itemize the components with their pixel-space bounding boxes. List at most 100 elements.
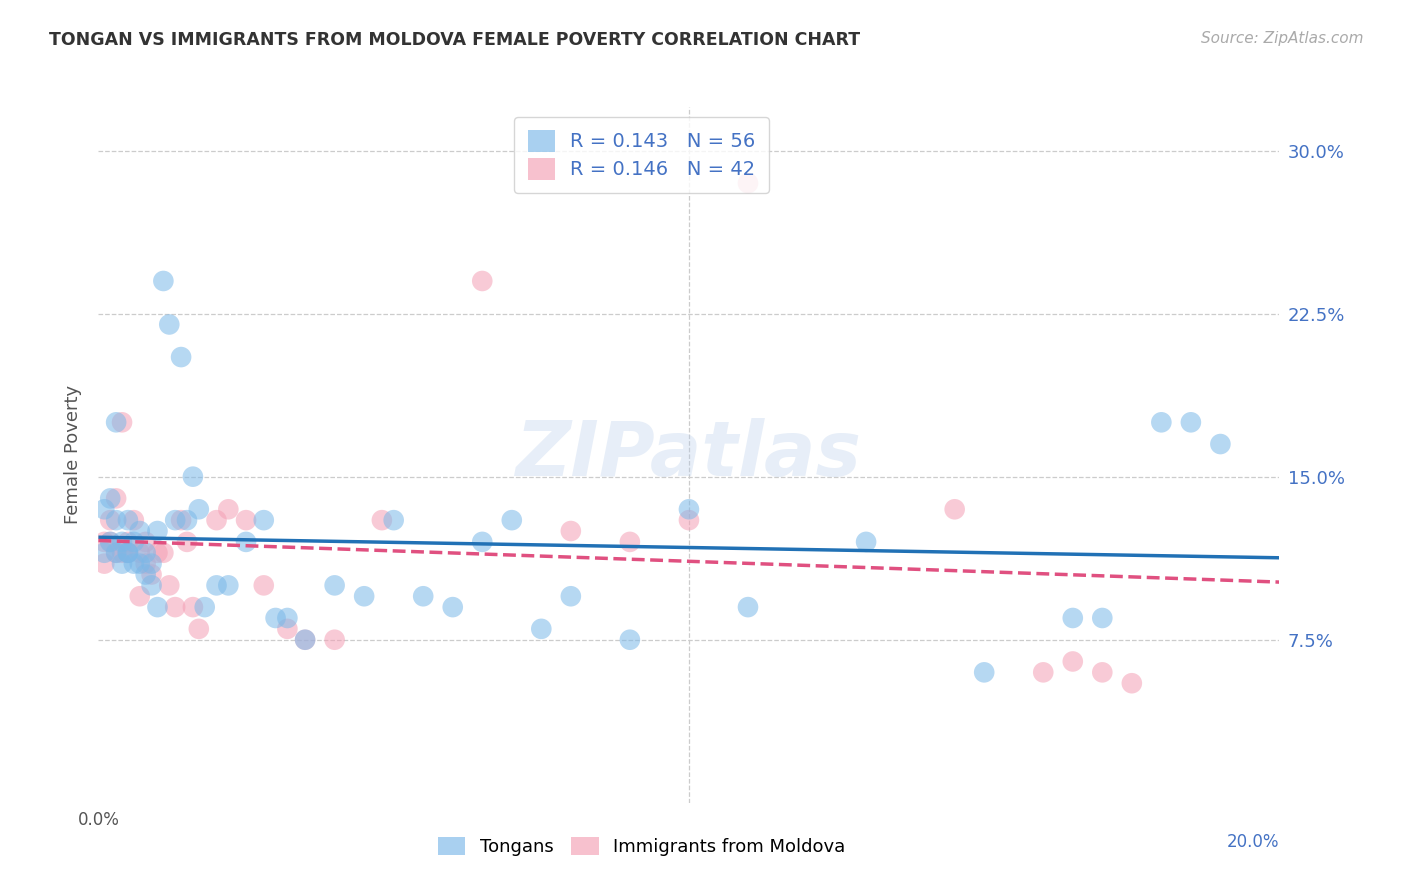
- Point: [1032, 665, 1054, 680]
- Point: [105, 546, 128, 560]
- Point: [176, 513, 198, 527]
- Point: [117, 546, 139, 560]
- Point: [943, 502, 966, 516]
- Point: [122, 535, 145, 549]
- Point: [678, 502, 700, 516]
- Point: [205, 578, 228, 592]
- Point: [187, 502, 209, 516]
- Point: [181, 469, 204, 483]
- Point: [128, 524, 150, 538]
- Point: [276, 611, 298, 625]
- Point: [152, 546, 174, 560]
- Point: [560, 524, 582, 538]
- Text: TONGAN VS IMMIGRANTS FROM MOLDOVA FEMALE POVERTY CORRELATION CHART: TONGAN VS IMMIGRANTS FROM MOLDOVA FEMALE…: [49, 31, 860, 49]
- Point: [117, 513, 139, 527]
- Point: [294, 632, 316, 647]
- Point: [128, 546, 150, 560]
- Point: [111, 535, 134, 549]
- Point: [235, 535, 257, 549]
- Point: [146, 546, 169, 560]
- Point: [1121, 676, 1143, 690]
- Point: [323, 578, 346, 592]
- Point: [105, 546, 128, 560]
- Point: [253, 513, 276, 527]
- Point: [93, 535, 115, 549]
- Point: [1062, 611, 1084, 625]
- Point: [1150, 415, 1173, 429]
- Point: [141, 567, 163, 582]
- Point: [973, 665, 995, 680]
- Point: [135, 557, 157, 571]
- Point: [122, 557, 145, 571]
- Point: [371, 513, 394, 527]
- Point: [619, 535, 641, 549]
- Point: [93, 502, 115, 516]
- Point: [105, 491, 128, 506]
- Point: [135, 567, 157, 582]
- Point: [382, 513, 405, 527]
- Point: [737, 600, 759, 615]
- Point: [152, 274, 174, 288]
- Point: [530, 622, 553, 636]
- Point: [146, 524, 169, 538]
- Point: [141, 578, 163, 592]
- Text: 20.0%: 20.0%: [1227, 833, 1279, 851]
- Point: [128, 557, 150, 571]
- Point: [187, 622, 209, 636]
- Point: [146, 600, 169, 615]
- Point: [441, 600, 464, 615]
- Point: [128, 589, 150, 603]
- Point: [678, 513, 700, 527]
- Point: [471, 535, 494, 549]
- Point: [170, 350, 193, 364]
- Point: [111, 415, 134, 429]
- Point: [111, 546, 134, 560]
- Point: [253, 578, 276, 592]
- Point: [105, 513, 128, 527]
- Point: [1062, 655, 1084, 669]
- Point: [1091, 665, 1114, 680]
- Legend: Tongans, Immigrants from Moldova: Tongans, Immigrants from Moldova: [430, 830, 852, 863]
- Point: [93, 546, 115, 560]
- Point: [323, 632, 346, 647]
- Point: [135, 546, 157, 560]
- Y-axis label: Female Poverty: Female Poverty: [65, 385, 83, 524]
- Point: [98, 535, 121, 549]
- Point: [98, 535, 121, 549]
- Point: [122, 513, 145, 527]
- Point: [157, 578, 180, 592]
- Point: [235, 513, 257, 527]
- Point: [205, 513, 228, 527]
- Text: ZIPatlas: ZIPatlas: [516, 418, 862, 491]
- Point: [111, 557, 134, 571]
- Point: [619, 632, 641, 647]
- Text: Source: ZipAtlas.com: Source: ZipAtlas.com: [1201, 31, 1364, 46]
- Point: [98, 513, 121, 527]
- Point: [471, 274, 494, 288]
- Point: [560, 589, 582, 603]
- Point: [117, 546, 139, 560]
- Point: [194, 600, 217, 615]
- Point: [217, 502, 239, 516]
- Point: [737, 176, 759, 190]
- Point: [294, 632, 316, 647]
- Point: [217, 578, 239, 592]
- Point: [135, 535, 157, 549]
- Point: [1091, 611, 1114, 625]
- Point: [264, 611, 287, 625]
- Point: [117, 535, 139, 549]
- Point: [117, 546, 139, 560]
- Point: [1180, 415, 1202, 429]
- Point: [141, 557, 163, 571]
- Point: [276, 622, 298, 636]
- Point: [855, 535, 877, 549]
- Point: [93, 557, 115, 571]
- Point: [157, 318, 180, 332]
- Point: [501, 513, 523, 527]
- Point: [412, 589, 434, 603]
- Point: [105, 415, 128, 429]
- Point: [1209, 437, 1232, 451]
- Point: [165, 513, 187, 527]
- Point: [170, 513, 193, 527]
- Point: [165, 600, 187, 615]
